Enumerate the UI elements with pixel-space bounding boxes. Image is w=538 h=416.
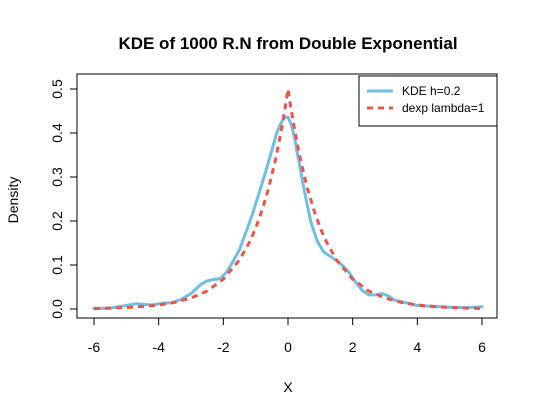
series-layer	[92, 87, 484, 311]
legend-label: dexp lambda=1	[402, 101, 485, 115]
legend-box	[358, 75, 498, 127]
chart-title: KDE of 1000 R.N from Double Exponential	[118, 34, 457, 53]
y-tick-label: 0.1	[49, 255, 65, 275]
legend-label: KDE h=0.2	[402, 84, 461, 98]
y-tick-label: 0.4	[49, 123, 65, 143]
x-axis: -6 -4 -2 0 2 4 6	[88, 317, 486, 355]
y-axis: 0.0 0.1 0.2 0.3 0.4 0.5	[49, 79, 78, 319]
y-tick-label: 0.5	[49, 79, 65, 99]
y-tick-label: 0.3	[49, 167, 65, 187]
x-tick-label: -6	[88, 339, 101, 355]
x-axis-label: X	[283, 379, 293, 395]
x-tick-label: 6	[478, 339, 486, 355]
y-tick-label: 0.2	[49, 211, 65, 231]
y-tick-label: 0.0	[49, 299, 65, 319]
x-tick-label: -4	[152, 339, 165, 355]
x-tick-label: 0	[284, 339, 292, 355]
series-line-kde	[92, 115, 484, 311]
x-tick-label: 4	[413, 339, 421, 355]
y-axis-label: Density	[5, 177, 21, 224]
series-line-dexp	[93, 87, 483, 310]
x-tick-label: -2	[217, 339, 230, 355]
x-tick-label: 2	[349, 339, 357, 355]
legend: KDE h=0.2 dexp lambda=1	[358, 75, 498, 127]
